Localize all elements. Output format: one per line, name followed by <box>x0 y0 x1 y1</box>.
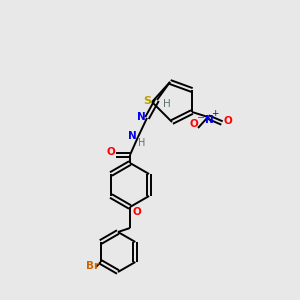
Text: O: O <box>224 116 232 126</box>
Text: H: H <box>163 99 171 109</box>
Text: H: H <box>138 138 146 148</box>
Text: O: O <box>133 207 141 217</box>
Text: N: N <box>136 112 146 122</box>
Text: O: O <box>106 147 116 157</box>
Text: Br: Br <box>86 261 100 271</box>
Text: S: S <box>143 96 151 106</box>
Text: N: N <box>205 115 213 125</box>
Text: O: O <box>190 119 198 129</box>
Text: −: − <box>197 113 205 123</box>
Text: +: + <box>211 110 219 118</box>
Text: N: N <box>128 131 136 141</box>
